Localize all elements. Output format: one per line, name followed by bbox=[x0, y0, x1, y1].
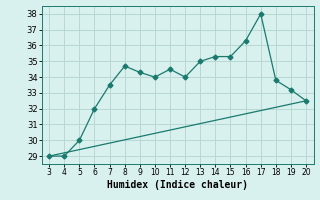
X-axis label: Humidex (Indice chaleur): Humidex (Indice chaleur) bbox=[107, 180, 248, 190]
